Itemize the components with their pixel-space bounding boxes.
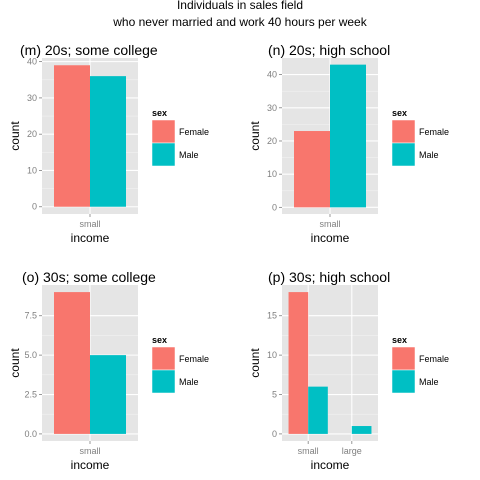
- y-tick-label: 0: [32, 202, 37, 212]
- legend-label-male: Male: [179, 377, 199, 387]
- y-tick-label: 40: [267, 70, 277, 80]
- figure-title-line-1: Individuals in sales field: [177, 0, 303, 12]
- panel-title: (m) 20s; some college: [20, 42, 158, 58]
- y-tick-label: 7.5: [24, 311, 37, 321]
- y-tick-label: 2.5: [24, 390, 37, 400]
- y-tick-label: 15: [267, 311, 277, 321]
- panel-2: (o) 30s; some college 0.0 2.5 5.0 7.5 small in…: [8, 269, 209, 472]
- legend-title: sex: [152, 335, 167, 345]
- legend-label-female: Female: [419, 127, 449, 137]
- y-tick-label: 0: [272, 429, 277, 439]
- y-tick-label: 10: [267, 350, 277, 360]
- x-axis-title: income: [311, 458, 350, 472]
- legend-title: sex: [392, 108, 407, 118]
- legend-label-female: Female: [179, 354, 209, 364]
- figure-title-line-2: who never married and work 40 hours per …: [112, 15, 367, 29]
- y-tick-label: 20: [267, 136, 277, 146]
- panel-3: (p) 30s; high school 0 5 10 15 small large inco…: [248, 269, 449, 472]
- y-tick-label: 30: [27, 93, 37, 103]
- x-axis-title: income: [71, 231, 110, 245]
- bar-female-small: [294, 131, 330, 208]
- legend-title: sex: [392, 335, 407, 345]
- x-tick-label: small: [79, 446, 100, 456]
- bar-male-small: [90, 355, 126, 434]
- y-tick-label: 10: [267, 169, 277, 179]
- x-tick-label: small: [298, 446, 319, 456]
- y-tick-label: 10: [27, 165, 37, 175]
- panel-title: (o) 30s; some college: [22, 269, 156, 285]
- legend-label-male: Male: [419, 377, 439, 387]
- bar-female-small: [288, 292, 309, 434]
- y-tick-label: 5: [272, 390, 277, 400]
- x-axis-title: income: [311, 231, 350, 245]
- legend-key-female: [151, 119, 176, 144]
- bar-male-small: [308, 386, 328, 434]
- y-tick-label: 0: [272, 202, 277, 212]
- legend-label-female: Female: [179, 127, 209, 137]
- y-axis-title: count: [8, 348, 22, 378]
- bar-female-small: [54, 65, 90, 207]
- legend-key-male: [391, 369, 416, 394]
- y-axis-title: count: [248, 121, 262, 151]
- legend: sex Female Male: [151, 108, 209, 167]
- legend: sex Female Male: [391, 108, 449, 167]
- panel-title: (p) 30s; high school: [268, 269, 390, 285]
- y-axis-title: count: [8, 121, 22, 151]
- bar-male-small: [90, 76, 126, 207]
- panels: (m) 20s; some college 0 10 20 30 40 small incom…: [8, 42, 449, 472]
- bar-male-small: [330, 64, 366, 208]
- legend-key-male: [391, 142, 416, 167]
- y-tick-label: 40: [27, 57, 37, 67]
- panel-title: (n) 20s; high school: [268, 42, 390, 58]
- bar-male-large: [351, 426, 372, 434]
- legend-label-male: Male: [179, 150, 199, 160]
- legend: sex Female Male: [151, 335, 209, 394]
- y-tick-label: 20: [27, 129, 37, 139]
- bar-female-small: [54, 292, 90, 434]
- legend-key-male: [151, 142, 176, 167]
- panel-0: (m) 20s; some college 0 10 20 30 40 small incom…: [8, 42, 209, 245]
- legend-key-female: [391, 346, 416, 371]
- legend: sex Female Male: [391, 335, 449, 394]
- x-tick-label: small: [319, 219, 340, 229]
- y-tick-label: 0.0: [24, 429, 37, 439]
- legend-label-male: Male: [419, 150, 439, 160]
- y-tick-label: 30: [267, 103, 277, 113]
- legend-key-female: [151, 346, 176, 371]
- y-axis-title: count: [248, 348, 262, 378]
- legend-label-female: Female: [419, 354, 449, 364]
- y-tick-label: 5.0: [24, 350, 37, 360]
- legend-key-female: [391, 119, 416, 144]
- legend-key-male: [151, 369, 176, 394]
- x-tick-label: large: [342, 446, 362, 456]
- x-tick-label: small: [79, 219, 100, 229]
- panel-1: (n) 20s; high school 0 10 20 30 40 small income…: [248, 42, 449, 245]
- legend-title: sex: [152, 108, 167, 118]
- x-axis-title: income: [71, 458, 110, 472]
